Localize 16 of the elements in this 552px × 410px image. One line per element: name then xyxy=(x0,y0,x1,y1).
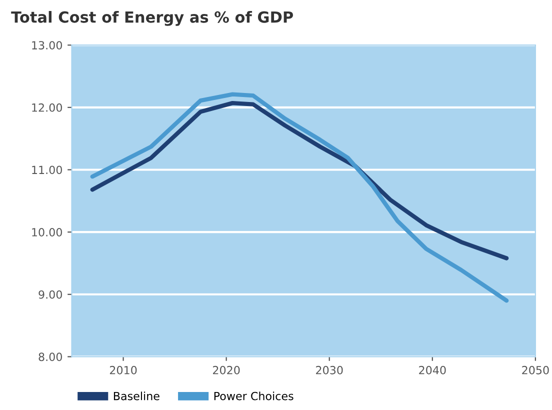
y-tick-label: 8.00 xyxy=(38,352,62,362)
line-series xyxy=(90,100,509,260)
y-tick-label: 13.00 xyxy=(32,41,62,50)
line-series xyxy=(90,92,509,303)
chart-title: Total Cost of Energy as % of GDP xyxy=(11,10,294,26)
x-tick-label: 2030 xyxy=(316,366,343,374)
x-tick-label: 2010 xyxy=(110,366,137,374)
x-tick-label: 2040 xyxy=(419,366,446,374)
legend-label: Baseline xyxy=(114,392,160,400)
x-tick-label: 2050 xyxy=(522,366,549,374)
y-tick-label: 9.00 xyxy=(38,290,62,299)
y-tick-label: 12.00 xyxy=(32,103,62,112)
x-tick-label: 2020 xyxy=(212,366,240,374)
y-tick-label: 10.00 xyxy=(32,228,62,236)
y-tick-label: 11.00 xyxy=(32,166,62,174)
legend-label: Power Choices xyxy=(214,392,294,400)
